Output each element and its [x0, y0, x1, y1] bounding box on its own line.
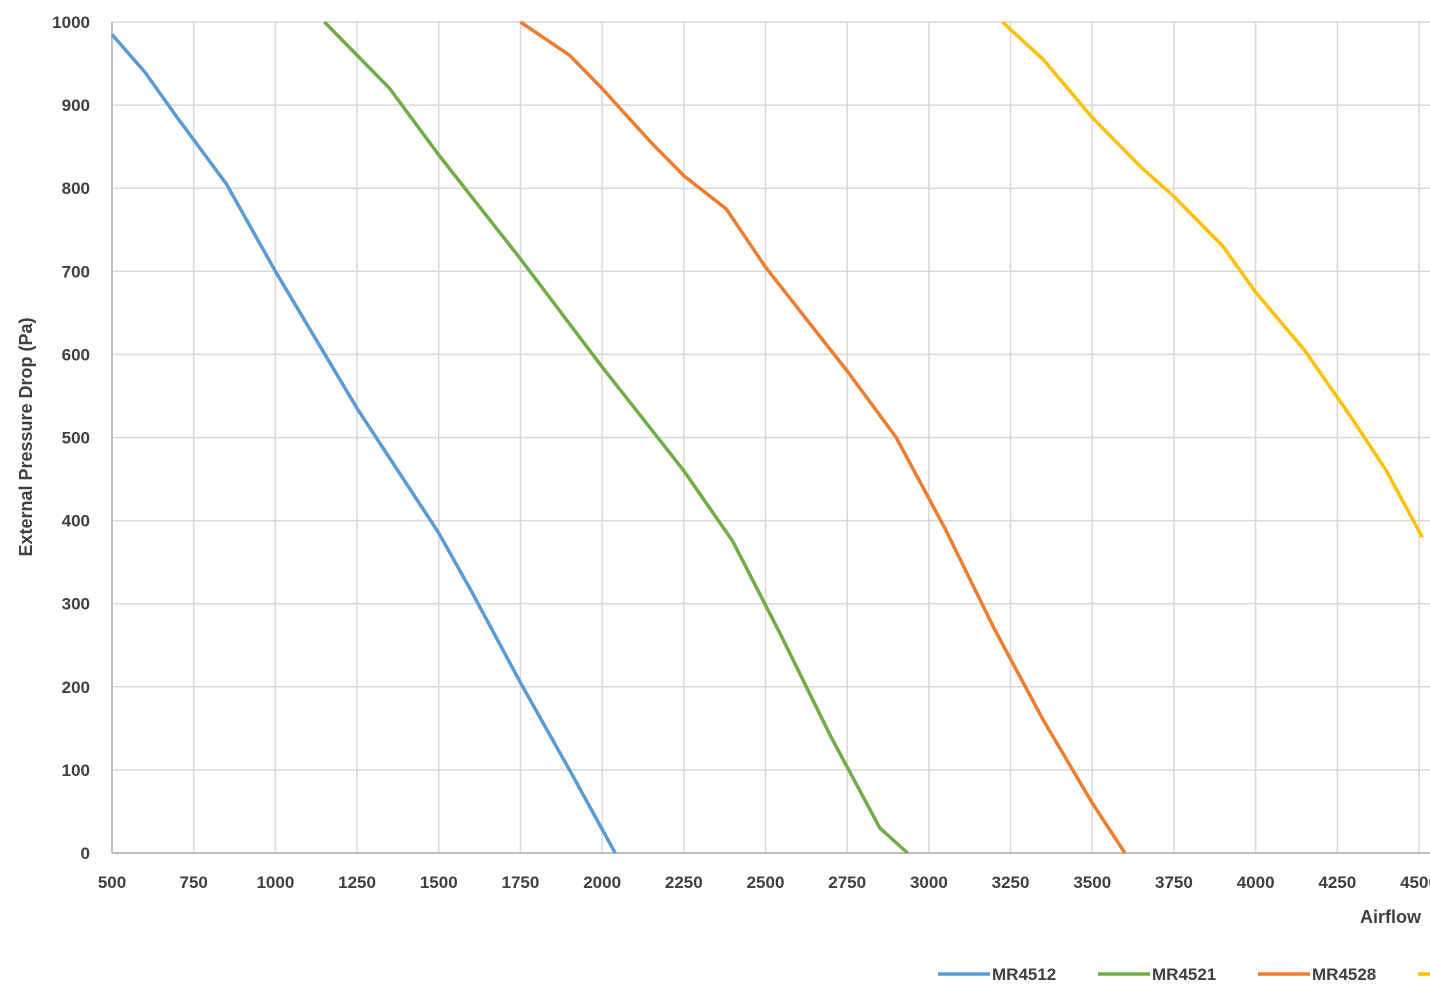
x-tick-label: 4250: [1318, 873, 1356, 892]
y-tick-label: 600: [62, 345, 90, 364]
y-tick-label: 1000: [52, 13, 90, 32]
legend-label: MR4512: [992, 965, 1056, 984]
series-line-series-4: [1001, 20, 1424, 539]
y-tick-label: 0: [81, 844, 90, 863]
legend: MR4512 MR4521 MR4528: [938, 965, 1430, 984]
y-tick-label: 200: [62, 678, 90, 697]
y-axis-ticks: 0 100 200 300 400 500 600 700 800 900 1000: [52, 13, 90, 863]
y-tick-label: 800: [62, 179, 90, 198]
series-line-mr4512: [110, 33, 617, 854]
x-tick-label: 4000: [1237, 873, 1275, 892]
series-line-mr4521: [323, 20, 909, 855]
y-tick-label: 400: [62, 512, 90, 531]
x-tick-label: 2000: [583, 873, 621, 892]
y-tick-label: 700: [62, 262, 90, 281]
x-tick-label: 750: [180, 873, 208, 892]
x-tick-label: 2500: [747, 873, 785, 892]
y-tick-label: 100: [62, 761, 90, 780]
series-line-mr4528: [519, 20, 1127, 854]
axes: [111, 22, 1430, 854]
series-lines: [110, 20, 1424, 855]
x-axis-title: Airflow: [1360, 907, 1422, 927]
x-tick-label: 1000: [256, 873, 294, 892]
y-tick-label: 500: [62, 429, 90, 448]
legend-label: MR4521: [1152, 965, 1216, 984]
x-tick-label: 3500: [1073, 873, 1111, 892]
x-tick-label: 2750: [828, 873, 866, 892]
x-tick-label: 1500: [420, 873, 458, 892]
y-tick-label: 900: [62, 96, 90, 115]
x-tick-label: 3750: [1155, 873, 1193, 892]
x-tick-label: 500: [98, 873, 126, 892]
x-tick-label: 1750: [502, 873, 540, 892]
legend-label: MR4528: [1312, 965, 1376, 984]
x-tick-label: 1250: [338, 873, 376, 892]
x-axis-ticks: 500 750 1000 1250 1500 1750 2000 2250 2500 2750 30…: [98, 873, 1430, 892]
grid-lines: [112, 21, 1430, 853]
x-tick-label: 2250: [665, 873, 703, 892]
y-axis-title: External Pressure Drop (Pa): [16, 317, 36, 556]
y-tick-label: 300: [62, 595, 90, 614]
x-tick-label: 3250: [992, 873, 1030, 892]
x-tick-label: 3000: [910, 873, 948, 892]
x-tick-label: 4500: [1400, 873, 1430, 892]
